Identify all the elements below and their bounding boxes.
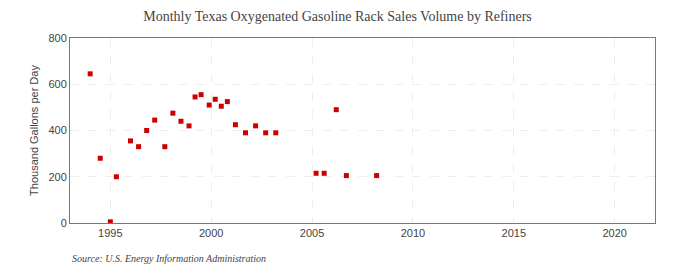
svg-text:2000: 2000	[199, 227, 223, 239]
svg-text:2005: 2005	[300, 227, 324, 239]
svg-text:2010: 2010	[401, 227, 425, 239]
svg-text:200: 200	[48, 171, 66, 183]
svg-text:2020: 2020	[602, 227, 626, 239]
svg-text:1995: 1995	[98, 227, 122, 239]
svg-text:600: 600	[48, 78, 66, 90]
svg-text:2015: 2015	[502, 227, 526, 239]
svg-text:Monthly Texas Oxygenated Gasol: Monthly Texas Oxygenated Gasoline Rack S…	[143, 9, 532, 24]
svg-text:400: 400	[48, 124, 66, 136]
svg-text:Source: U.S. Energy Informatio: Source: U.S. Energy Information Administ…	[72, 253, 266, 264]
svg-text:800: 800	[48, 32, 66, 44]
svg-text:0: 0	[61, 217, 67, 229]
svg-text:Thousand Gallons per Day: Thousand Gallons per Day	[28, 65, 40, 196]
